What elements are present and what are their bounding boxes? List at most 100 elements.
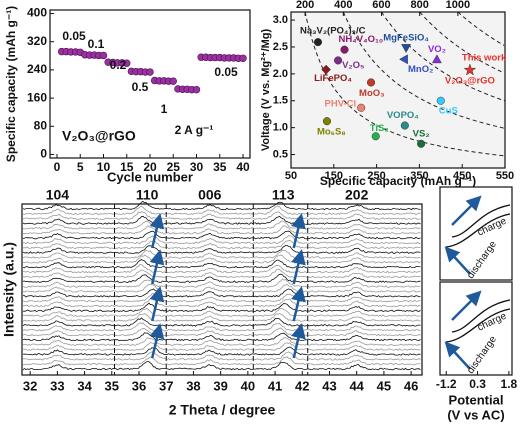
tick-label: 1.8 <box>501 377 518 391</box>
pattern-curve <box>23 264 421 274</box>
pattern-curve <box>22 346 421 356</box>
point-label: Na₃V₂(PO₄)₃/C <box>300 26 366 37</box>
panel-frame <box>439 281 513 376</box>
tick-label: 600 <box>372 0 390 11</box>
x-axis-label: Specific capacity (mAh g⁻¹) <box>320 174 476 188</box>
plot-frame <box>21 203 423 376</box>
discharge-curve <box>445 308 511 343</box>
y-axis-label: Voltage (V vs. Mg²⁺/Mg) <box>260 29 272 152</box>
pattern-curve <box>22 342 421 351</box>
tick-label: -1.2 <box>436 377 457 391</box>
point <box>146 68 154 76</box>
pattern-curve <box>22 273 421 283</box>
tick-label: 30 <box>190 160 204 174</box>
inset-label: V₂O₃@rGO <box>62 128 136 144</box>
pattern-curve <box>22 278 421 288</box>
tick-label: 250 <box>367 170 385 182</box>
point-label: VO₂ <box>428 44 446 55</box>
tick-label: 40 <box>236 160 250 174</box>
point-label: LiFePO₄ <box>314 73 352 84</box>
y-tick-label: 2.5 <box>273 41 288 53</box>
pattern-curve <box>22 307 421 317</box>
pattern-curve <box>22 302 421 313</box>
pattern-curve <box>22 200 421 211</box>
pattern-curve <box>22 288 421 298</box>
rate-label: 0.05 <box>214 65 238 79</box>
tick-label: 1000 <box>446 0 470 11</box>
tick-label: 550 <box>496 170 514 182</box>
shift-arrow <box>149 286 165 322</box>
tick-label: 5 <box>77 160 84 174</box>
tick-label: 44 <box>349 378 364 393</box>
pattern-curve <box>22 211 421 220</box>
pattern-curve <box>22 235 421 245</box>
pattern-curve <box>22 239 421 250</box>
point <box>366 78 376 87</box>
y-tick-label: 400 <box>27 6 47 20</box>
tick-label: 350 <box>410 170 428 182</box>
pattern-curve <box>22 317 421 327</box>
point <box>321 64 331 75</box>
tick-label: 42 <box>295 378 309 393</box>
x-axis-label: Cycle number <box>107 169 193 184</box>
tick-label: 37 <box>159 378 173 393</box>
charge-arrow <box>451 195 482 226</box>
peak-label: 113 <box>272 187 295 203</box>
shift-arrow <box>149 323 165 359</box>
pattern-curve <box>22 332 421 342</box>
y-tick-label: 0.5 <box>273 148 288 160</box>
peak-label: 104 <box>46 187 70 203</box>
charge-curve <box>451 299 511 333</box>
point-label: MgFeSiO₄ <box>383 33 429 44</box>
pattern-curve <box>22 268 421 279</box>
pattern-curve <box>23 337 421 346</box>
plot-frame <box>290 11 506 169</box>
point <box>334 56 343 65</box>
shift-arrow <box>291 213 306 249</box>
tick-label: 800 <box>410 0 428 11</box>
rate-label: 2 A g⁻¹ <box>175 123 214 137</box>
pattern-curve <box>22 293 421 303</box>
point <box>239 54 247 62</box>
y-tick-label: 3.0 <box>273 14 288 26</box>
y-tick-label: 2.0 <box>273 68 288 80</box>
pattern-curve <box>22 249 421 259</box>
point <box>400 121 409 130</box>
energy-curve <box>419 12 504 74</box>
rate-label: 1 <box>161 102 168 116</box>
energy-curve <box>304 12 504 157</box>
peak-label: 006 <box>198 187 222 203</box>
tick-label: 15 <box>120 160 134 174</box>
tick-label: 50 <box>285 170 297 182</box>
charge-arrow <box>451 290 482 321</box>
point-label: PHV-Cl <box>325 98 357 109</box>
pattern-curve <box>22 356 421 366</box>
discharge-arrow <box>444 246 471 275</box>
point <box>123 59 131 67</box>
tick-label: 400 <box>334 0 352 11</box>
energy-curve <box>457 12 505 46</box>
tick-label: 25 <box>167 160 181 174</box>
discharge-label: discharge <box>465 334 499 376</box>
charge-curve <box>451 204 511 238</box>
tick-label: 20 <box>143 160 157 174</box>
point-label: TiS₂ <box>370 123 389 134</box>
pattern-curve <box>22 205 421 216</box>
point <box>431 54 442 64</box>
tick-label: 10 <box>97 160 111 174</box>
y-tick-label: 320 <box>27 34 47 48</box>
point-label: VS₂ <box>413 128 430 139</box>
y-tick-label: 240 <box>27 62 47 76</box>
y-tick-label: 80 <box>34 118 48 132</box>
point-label: This work <box>462 53 507 64</box>
y-axis-label: Specific capacity (mAh g⁻¹) <box>4 6 18 162</box>
y-tick-label: 0 <box>40 147 47 161</box>
point <box>436 96 445 105</box>
point-label: MnO₂ <box>408 64 433 75</box>
pattern-curve <box>22 297 421 308</box>
point-label: MoO₃ <box>359 88 385 99</box>
pattern-curve <box>22 230 421 240</box>
point <box>313 38 323 47</box>
peak-label: 202 <box>345 187 369 203</box>
